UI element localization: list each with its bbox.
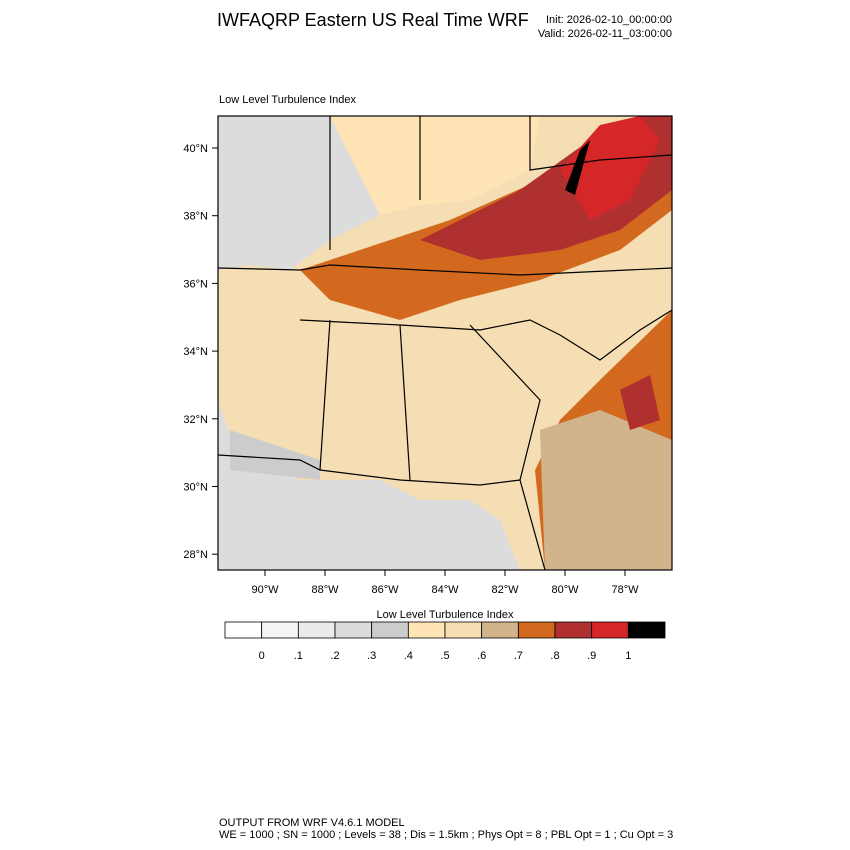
colorbar-box <box>297 621 336 639</box>
lat-label: 36°N <box>183 278 208 290</box>
footer-line: WE = 1000 ; SN = 1000 ; Levels = 38 ; Di… <box>219 829 673 841</box>
colorbar-title: Low Level Turbulence Index <box>377 609 514 621</box>
title: IWFAQRP Eastern US Real Time WRF <box>217 10 529 30</box>
lat-label: 32°N <box>183 414 208 426</box>
lon-label: 84°W <box>431 584 459 596</box>
colorbar-box <box>554 621 593 639</box>
lon-label: 78°W <box>611 584 639 596</box>
footer-line: OUTPUT FROM WRF V4.6.1 MODEL <box>219 817 405 829</box>
colorbar-box <box>444 621 483 639</box>
lon-label: 88°W <box>311 584 339 596</box>
colorbar-label: .2 <box>330 650 339 662</box>
lat-label: 38°N <box>183 211 208 223</box>
colorbar-label: .5 <box>440 650 449 662</box>
colorbar-box <box>261 621 299 639</box>
lon-axis: 90°W 88°W 86°W 84°W 82°W 80°W 78°W <box>251 570 639 596</box>
colorbar-box <box>371 621 409 639</box>
lon-label: 90°W <box>251 584 279 596</box>
lon-label: 86°W <box>371 584 399 596</box>
lat-label: 34°N <box>183 346 208 358</box>
valid-time: Valid: 2026-02-11_03:00:00 <box>538 28 672 40</box>
colorbar-label: 1 <box>625 650 631 662</box>
colorbar-label: .9 <box>587 650 596 662</box>
colorbar-label: .4 <box>404 650 413 662</box>
colorbar-box <box>517 621 556 639</box>
colorbar-box <box>407 621 446 639</box>
colorbar-box <box>627 621 666 639</box>
lat-label: 28°N <box>183 549 208 561</box>
colorbar-label: .8 <box>550 650 559 662</box>
colorbar-label: .6 <box>477 650 486 662</box>
colorbar-label: 0 <box>259 650 265 662</box>
colorbar-label: .7 <box>514 650 523 662</box>
colorbar-box <box>334 621 373 639</box>
colorbar-label: .1 <box>294 650 303 662</box>
init-time: Init: 2026-02-10_00:00:00 <box>546 14 672 26</box>
lat-label: 30°N <box>183 482 208 494</box>
colorbar-box <box>591 621 629 639</box>
map-label: Low Level Turbulence Index <box>219 94 356 106</box>
map <box>218 116 672 570</box>
lon-label: 82°W <box>491 584 519 596</box>
colorbar-box <box>224 621 263 639</box>
colorbar-label: .3 <box>367 650 376 662</box>
lat-label: 40°N <box>183 143 208 155</box>
colorbar-box <box>481 621 519 639</box>
colorbar: 0 .1 .2 .3 .4 .5 .6 .7 .8 .9 1 <box>224 621 666 662</box>
lon-label: 80°W <box>551 584 579 596</box>
lat-axis: 40°N 38°N 36°N 34°N 32°N 30°N 28°N <box>183 143 218 561</box>
